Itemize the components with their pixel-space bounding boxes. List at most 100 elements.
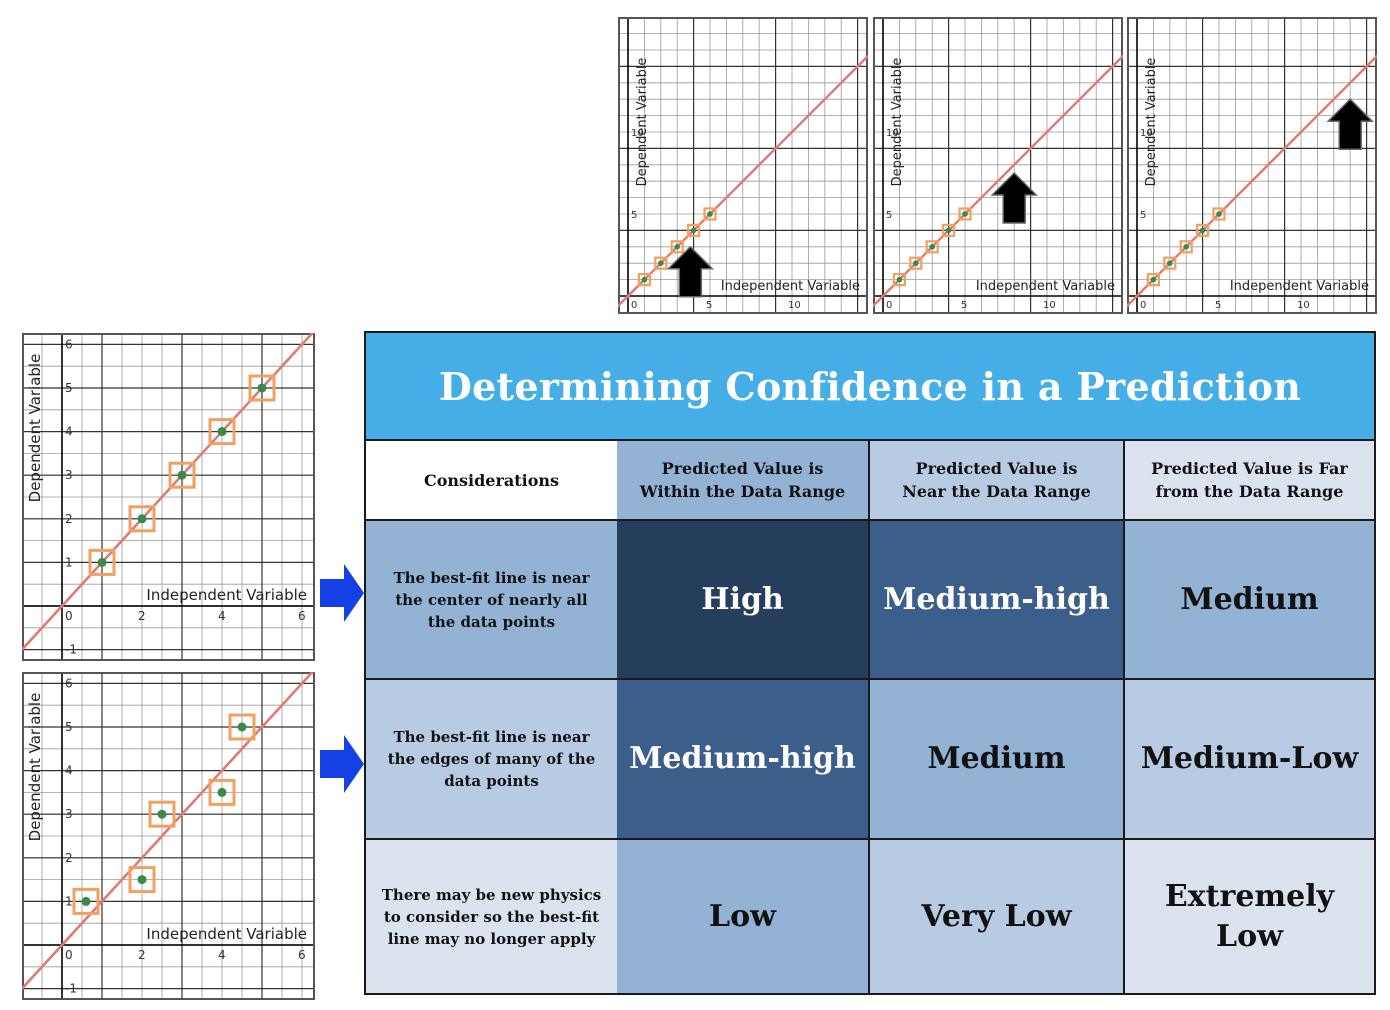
x-tick-label: 10 [1043, 300, 1056, 311]
data-point [896, 276, 903, 283]
prediction-arrow-up-icon [990, 171, 1039, 224]
data-point [1167, 260, 1173, 266]
header-far-range: Predicted Value is Far from the Data Ran… [1125, 441, 1374, 521]
confidence-value: Medium [927, 741, 1066, 776]
y-tick-label: 5 [1140, 210, 1146, 221]
x-tick-label: 5 [706, 300, 712, 311]
x-tick-label: 0 [886, 300, 892, 311]
confidence-value: Medium-Low [1140, 741, 1359, 776]
confidence-cell: High [617, 521, 870, 680]
prediction-arrow-up-icon [666, 245, 715, 298]
data-point [157, 809, 167, 819]
x-tick-label: 2 [138, 948, 146, 962]
confidence-value: Medium-high [629, 741, 856, 776]
y-tick-label: 3 [65, 468, 73, 482]
consideration-text: There may be new physics to consider so … [381, 885, 602, 948]
y-tick-label: 1 [65, 894, 73, 908]
x-axis-label: Independent Variable [721, 279, 860, 294]
best-fit-line [22, 672, 315, 990]
y-tick-label: 6 [65, 337, 73, 351]
top-plot-2: 0 5 10 5 10 Independent Variable Dependent Var… [873, 17, 1123, 314]
data-point-box [892, 273, 906, 287]
best-fit-line [1127, 54, 1377, 308]
table-title-bar: Determining Confidence in a Prediction [366, 333, 1374, 441]
y-axis-label: Dependent Variable [26, 354, 44, 503]
confidence-value: Extremely Low [1164, 878, 1335, 954]
data-point-box [128, 866, 156, 894]
pointer-arrow-right-icon [320, 735, 364, 793]
x-tick-label: 4 [218, 609, 226, 623]
x-axis-label: Independent Variable [1230, 279, 1369, 294]
consideration-text: The best-fit line is near the edges of m… [387, 728, 596, 790]
x-tick-label: 10 [1297, 300, 1310, 311]
x-tick-label: 0 [1140, 300, 1146, 311]
top-plot-1: 0 5 10 5 10 Independent Variable Dependent Var… [618, 17, 868, 314]
header-within-range: Predicted Value is Within the Data Range [617, 441, 870, 521]
data-point-box [228, 713, 256, 741]
data-point-box [1212, 207, 1226, 221]
y-tick-label: -1 [65, 982, 77, 996]
data-point [674, 244, 680, 250]
data-point [690, 227, 697, 234]
data-point [177, 470, 187, 480]
data-point-box [1179, 240, 1193, 254]
data-point-box [148, 800, 176, 828]
data-point-box [248, 374, 276, 402]
confidence-cell: Medium-high [617, 680, 870, 840]
data-point [257, 383, 267, 393]
data-point-box [958, 207, 972, 221]
header-label: Predicted Value is Far from the Data Ran… [1151, 459, 1348, 501]
data-point-box [909, 256, 923, 270]
data-point [217, 427, 227, 437]
y-tick-label: 4 [65, 425, 73, 439]
best-fit-line [618, 54, 868, 308]
x-tick-label: 0 [65, 948, 73, 962]
consideration-text: The best-fit line is near the center of … [393, 568, 590, 631]
data-point [945, 227, 952, 234]
confidence-cell: Medium-Low [1125, 680, 1374, 840]
consideration-edges: The best-fit line is near the edges of m… [366, 680, 619, 840]
y-axis-label: Dependent Variable [635, 58, 650, 187]
confidence-value: Medium-high [883, 581, 1110, 617]
y-tick-label: 4 [65, 764, 73, 778]
data-point [97, 557, 107, 567]
x-tick-label: 4 [218, 948, 226, 962]
pointer-arrow-right-icon [320, 564, 364, 622]
y-tick-label: -1 [65, 643, 77, 657]
best-fit-line [873, 54, 1123, 308]
x-tick-label: 10 [788, 300, 801, 311]
y-axis-label: Dependent Variable [1144, 58, 1159, 187]
data-point-box [1163, 256, 1177, 270]
data-point [1183, 244, 1189, 250]
data-point-box [88, 548, 116, 576]
data-point [1199, 227, 1206, 234]
data-point [658, 260, 664, 266]
data-point [217, 787, 227, 797]
y-tick-label: 1 [65, 555, 73, 569]
data-point [641, 276, 648, 283]
x-tick-label: 5 [1215, 300, 1221, 311]
data-point-box [1195, 223, 1210, 237]
header-label: Predicted Value is Within the Data Range [639, 459, 846, 501]
data-point-box [72, 887, 100, 915]
x-tick-label: 2 [138, 609, 146, 623]
y-tick-label: 10 [631, 128, 644, 139]
x-axis-label: Independent Variable [976, 279, 1115, 294]
y-tick-label: 2 [65, 851, 73, 865]
data-point [137, 514, 147, 524]
y-tick-label: 6 [65, 676, 73, 690]
x-tick-label: 6 [298, 609, 306, 623]
header-label: Predicted Value is Near the Data Range [902, 459, 1091, 501]
confidence-value: Low [709, 898, 776, 934]
header-near-range: Predicted Value is Near the Data Range [870, 441, 1125, 521]
data-point-box [654, 256, 668, 270]
y-tick-label: 5 [886, 210, 892, 221]
confidence-cell: Medium [870, 680, 1125, 840]
prediction-arrow-up-icon [1326, 98, 1375, 150]
left-plot-center-fit: 0 2 4 6 -1 1 2 3 4 5 6 Independent Variable Dependen… [22, 333, 315, 661]
x-tick-label: 0 [65, 609, 73, 623]
consideration-new-physics: There may be new physics to consider so … [366, 840, 619, 993]
confidence-value: High [701, 581, 784, 617]
x-tick-label: 6 [298, 948, 306, 962]
data-point [707, 211, 713, 217]
